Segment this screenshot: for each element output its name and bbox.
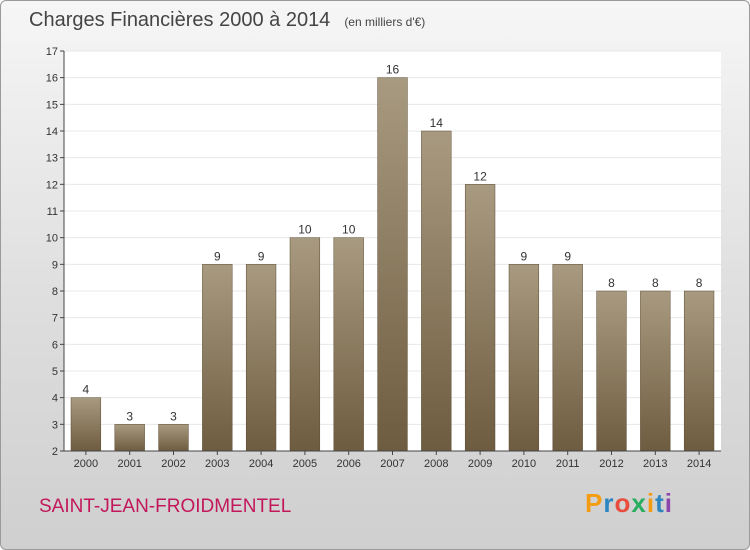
y-tick-label: 12 bbox=[46, 179, 58, 191]
x-tick-label: 2004 bbox=[249, 458, 273, 470]
y-tick-label: 15 bbox=[46, 99, 58, 111]
x-tick-label: 2002 bbox=[161, 458, 185, 470]
place-name: SAINT-JEAN-FROIDMENTEL bbox=[39, 496, 292, 517]
bar-value-label: 3 bbox=[126, 409, 133, 423]
y-tick-label: 8 bbox=[52, 286, 58, 298]
brand-logo: Proxiti bbox=[585, 488, 673, 519]
y-tick-label: 6 bbox=[52, 339, 58, 351]
bar-value-label: 3 bbox=[170, 409, 177, 423]
y-tick-label: 2 bbox=[52, 446, 58, 458]
x-tick-label: 2005 bbox=[293, 458, 317, 470]
brand-letter: i bbox=[646, 488, 656, 518]
y-tick-label: 3 bbox=[52, 419, 58, 431]
x-tick-label: 2011 bbox=[556, 458, 580, 470]
bar bbox=[70, 397, 102, 452]
brand-letter: P bbox=[585, 488, 604, 518]
x-tick-label: 2000 bbox=[74, 458, 98, 470]
chart-unit: (en milliers d'€) bbox=[344, 15, 426, 29]
x-tick-label: 2009 bbox=[468, 458, 492, 470]
y-tick-label: 4 bbox=[52, 393, 58, 405]
bar bbox=[202, 264, 233, 452]
bar-value-label: 10 bbox=[342, 223, 356, 237]
bar bbox=[245, 264, 277, 452]
chart-title: Charges Financières 2000 à 2014 (en milli… bbox=[29, 9, 425, 32]
y-tick-label: 17 bbox=[46, 46, 58, 58]
bar-value-label: 9 bbox=[521, 249, 528, 263]
bar bbox=[158, 424, 189, 452]
bar-value-label: 16 bbox=[386, 63, 400, 77]
brand-letter: i bbox=[664, 488, 673, 518]
x-tick-label: 2003 bbox=[205, 458, 229, 470]
bar bbox=[640, 290, 671, 452]
y-tick-label: 9 bbox=[52, 259, 58, 271]
x-tick-label: 2014 bbox=[687, 458, 711, 470]
bar bbox=[683, 290, 715, 452]
bar-value-label: 14 bbox=[430, 116, 444, 130]
bar-value-label: 10 bbox=[298, 223, 312, 237]
chart-title-text: Charges Financières 2000 à 2014 bbox=[29, 9, 331, 31]
bar-value-label: 12 bbox=[473, 169, 487, 183]
y-tick-label: 14 bbox=[46, 126, 58, 138]
bar bbox=[421, 130, 452, 452]
bar bbox=[333, 237, 364, 452]
x-tick-label: 2007 bbox=[380, 458, 404, 470]
bar-value-label: 9 bbox=[564, 249, 571, 263]
brand-letter: t bbox=[655, 488, 665, 518]
bar bbox=[596, 290, 627, 452]
brand-letter: x bbox=[631, 488, 647, 518]
y-tick-label: 13 bbox=[46, 153, 58, 165]
bar-value-label: 4 bbox=[83, 383, 90, 397]
x-tick-label: 2010 bbox=[512, 458, 536, 470]
bar-value-label: 9 bbox=[258, 249, 265, 263]
y-tick-label: 10 bbox=[46, 233, 58, 245]
bar bbox=[377, 77, 408, 452]
bar bbox=[552, 264, 583, 452]
y-tick-label: 7 bbox=[52, 313, 58, 325]
x-tick-label: 2012 bbox=[599, 458, 623, 470]
bar bbox=[114, 424, 145, 452]
y-tick-label: 16 bbox=[46, 73, 58, 85]
bar-value-label: 8 bbox=[652, 276, 659, 290]
bar bbox=[289, 237, 321, 452]
bar-value-label: 8 bbox=[696, 276, 703, 290]
x-tick-label: 2006 bbox=[336, 458, 360, 470]
bar bbox=[508, 264, 540, 452]
bar-value-label: 8 bbox=[608, 276, 615, 290]
x-tick-label: 2008 bbox=[424, 458, 448, 470]
brand-letter: r bbox=[603, 488, 615, 518]
y-tick-label: 11 bbox=[47, 206, 58, 218]
y-tick-label: 5 bbox=[52, 366, 58, 378]
brand-letter: o bbox=[614, 488, 632, 518]
x-tick-label: 2013 bbox=[643, 458, 667, 470]
x-tick-label: 2001 bbox=[117, 458, 141, 470]
bar-value-label: 9 bbox=[214, 249, 221, 263]
bar bbox=[464, 184, 496, 452]
